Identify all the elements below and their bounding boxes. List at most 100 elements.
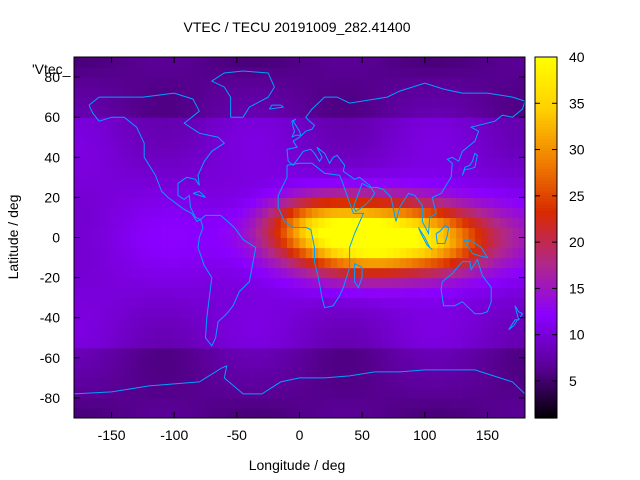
- heatmap-cell: [424, 147, 432, 158]
- heatmap-cell: [449, 247, 457, 259]
- heatmap-cell: [412, 227, 420, 239]
- heatmap-cell: [312, 147, 319, 158]
- heatmap-cell: [405, 377, 413, 389]
- heatmap-cell: [393, 347, 401, 359]
- heatmap-cell: [337, 407, 344, 418]
- heatmap-cell: [274, 237, 282, 249]
- heatmap-cell: [499, 237, 507, 249]
- heatmap-cell: [155, 157, 163, 168]
- heatmap-cell: [468, 287, 476, 299]
- heatmap-cell: [174, 127, 182, 138]
- heatmap-cell: [86, 207, 94, 219]
- heatmap-cell: [374, 87, 382, 98]
- heatmap-cell: [449, 257, 457, 269]
- heatmap-cell: [449, 327, 457, 339]
- heatmap-cell: [174, 197, 182, 209]
- heatmap-cell: [261, 347, 269, 359]
- heatmap-cell: [443, 107, 451, 118]
- heatmap-cell: [74, 217, 81, 229]
- heatmap-cell: [92, 297, 100, 309]
- heatmap-cell: [349, 77, 357, 88]
- heatmap-cell: [111, 347, 119, 359]
- heatmap-cell: [456, 97, 463, 108]
- heatmap-cell: [117, 97, 125, 108]
- heatmap-cell: [74, 357, 81, 369]
- heatmap-cell: [218, 257, 225, 269]
- heatmap-cell: [443, 397, 451, 409]
- heatmap-cell: [456, 107, 463, 118]
- heatmap-cell: [142, 137, 150, 148]
- heatmap-cell: [474, 67, 482, 78]
- heatmap-cell: [174, 367, 182, 379]
- heatmap-cell: [180, 57, 188, 68]
- heatmap-cell: [449, 357, 457, 369]
- heatmap-cell: [274, 137, 282, 148]
- heatmap-cell: [399, 247, 407, 259]
- heatmap-cell: [199, 227, 207, 239]
- heatmap-cell: [393, 147, 401, 158]
- heatmap-cell: [481, 137, 489, 148]
- heatmap-cell: [380, 137, 388, 148]
- heatmap-cell: [218, 347, 225, 359]
- heatmap-cell: [374, 127, 382, 138]
- heatmap-cell: [380, 237, 388, 249]
- heatmap-cell: [274, 57, 282, 68]
- colorbar-segment: [535, 99, 557, 103]
- heatmap-cell: [324, 317, 332, 329]
- heatmap-cell: [487, 407, 495, 418]
- heatmap-cell: [249, 297, 257, 309]
- heatmap-cell: [355, 307, 363, 319]
- heatmap-cell: [374, 397, 382, 409]
- heatmap-cell: [499, 127, 507, 138]
- heatmap-cell: [456, 157, 463, 168]
- heatmap-cell: [374, 157, 382, 168]
- heatmap-cell: [362, 357, 370, 369]
- heatmap-cell: [431, 337, 438, 349]
- heatmap-cell: [474, 197, 482, 209]
- heatmap-cell: [161, 407, 169, 418]
- heatmap-cell: [380, 107, 388, 118]
- heatmap-cell: [312, 297, 319, 309]
- heatmap-cell: [136, 127, 144, 138]
- heatmap-cell: [493, 127, 501, 138]
- heatmap-cell: [199, 337, 207, 349]
- heatmap-cell: [286, 337, 294, 349]
- heatmap-cell: [330, 327, 338, 339]
- heatmap-cell: [155, 127, 163, 138]
- heatmap-cell: [149, 217, 157, 229]
- heatmap-cell: [368, 367, 376, 379]
- heatmap-cell: [268, 267, 276, 279]
- heatmap-cell: [493, 317, 501, 329]
- heatmap-cell: [418, 197, 426, 209]
- heatmap-cell: [393, 177, 401, 188]
- colorbar-segment: [535, 78, 557, 82]
- heatmap-cell: [393, 247, 401, 259]
- heatmap-cell: [155, 187, 163, 198]
- heatmap-cell: [211, 327, 219, 339]
- colorbar-segment: [535, 237, 557, 242]
- heatmap-cell: [111, 337, 119, 349]
- heatmap-cell: [293, 137, 301, 148]
- heatmap-cell: [92, 307, 100, 319]
- heatmap-cell: [205, 337, 213, 349]
- heatmap-cell: [518, 87, 525, 98]
- heatmap-cell: [149, 137, 157, 148]
- heatmap-cell: [167, 277, 175, 289]
- heatmap-cell: [418, 177, 426, 188]
- heatmap-cell: [387, 57, 395, 68]
- heatmap-cell: [330, 247, 338, 259]
- y-tick-label: -40: [40, 310, 60, 326]
- heatmap-cell: [318, 217, 326, 229]
- heatmap-cell: [362, 347, 370, 359]
- heatmap-cell: [149, 357, 157, 369]
- heatmap-cell: [167, 287, 175, 299]
- heatmap-cell: [86, 357, 94, 369]
- heatmap-cell: [424, 407, 432, 418]
- heatmap-cell: [205, 287, 213, 299]
- heatmap-cell: [393, 297, 401, 309]
- heatmap-cell: [380, 117, 388, 128]
- heatmap-cell: [337, 387, 344, 399]
- heatmap-cell: [186, 407, 194, 418]
- heatmap-cell: [136, 77, 144, 88]
- heatmap-cell: [174, 107, 182, 118]
